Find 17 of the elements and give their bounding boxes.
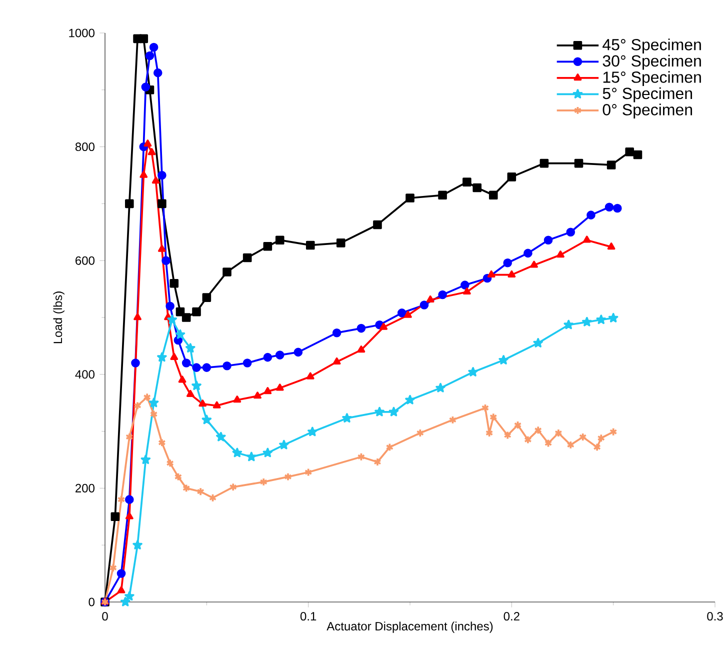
x-tick-label: 0.3 xyxy=(707,612,723,621)
x-axis-title: Actuator Displacement (inches) xyxy=(326,622,493,633)
legend-label: 30° Specimen xyxy=(602,54,701,70)
y-tick-label: 200 xyxy=(76,484,94,492)
x-tick-label: 0.2 xyxy=(504,612,520,621)
legend-label: 45° Specimen xyxy=(602,38,701,54)
y-tick-label: 400 xyxy=(75,370,94,379)
legend-label: 15° Specimen xyxy=(603,71,701,86)
y-tick-label: 600 xyxy=(76,256,94,265)
x-tick-label: 0.1 xyxy=(300,612,316,621)
x-tick-label: 0 xyxy=(102,612,108,621)
y-tick-label: 0 xyxy=(88,598,94,606)
legend-label: 0° Specimen xyxy=(602,104,692,119)
y-axis-title: Load (lbs) xyxy=(53,292,64,344)
legend-label: 5° Specimen xyxy=(602,87,692,102)
y-tick-label: 1000 xyxy=(69,28,94,38)
y-tick-label: 800 xyxy=(75,142,94,152)
